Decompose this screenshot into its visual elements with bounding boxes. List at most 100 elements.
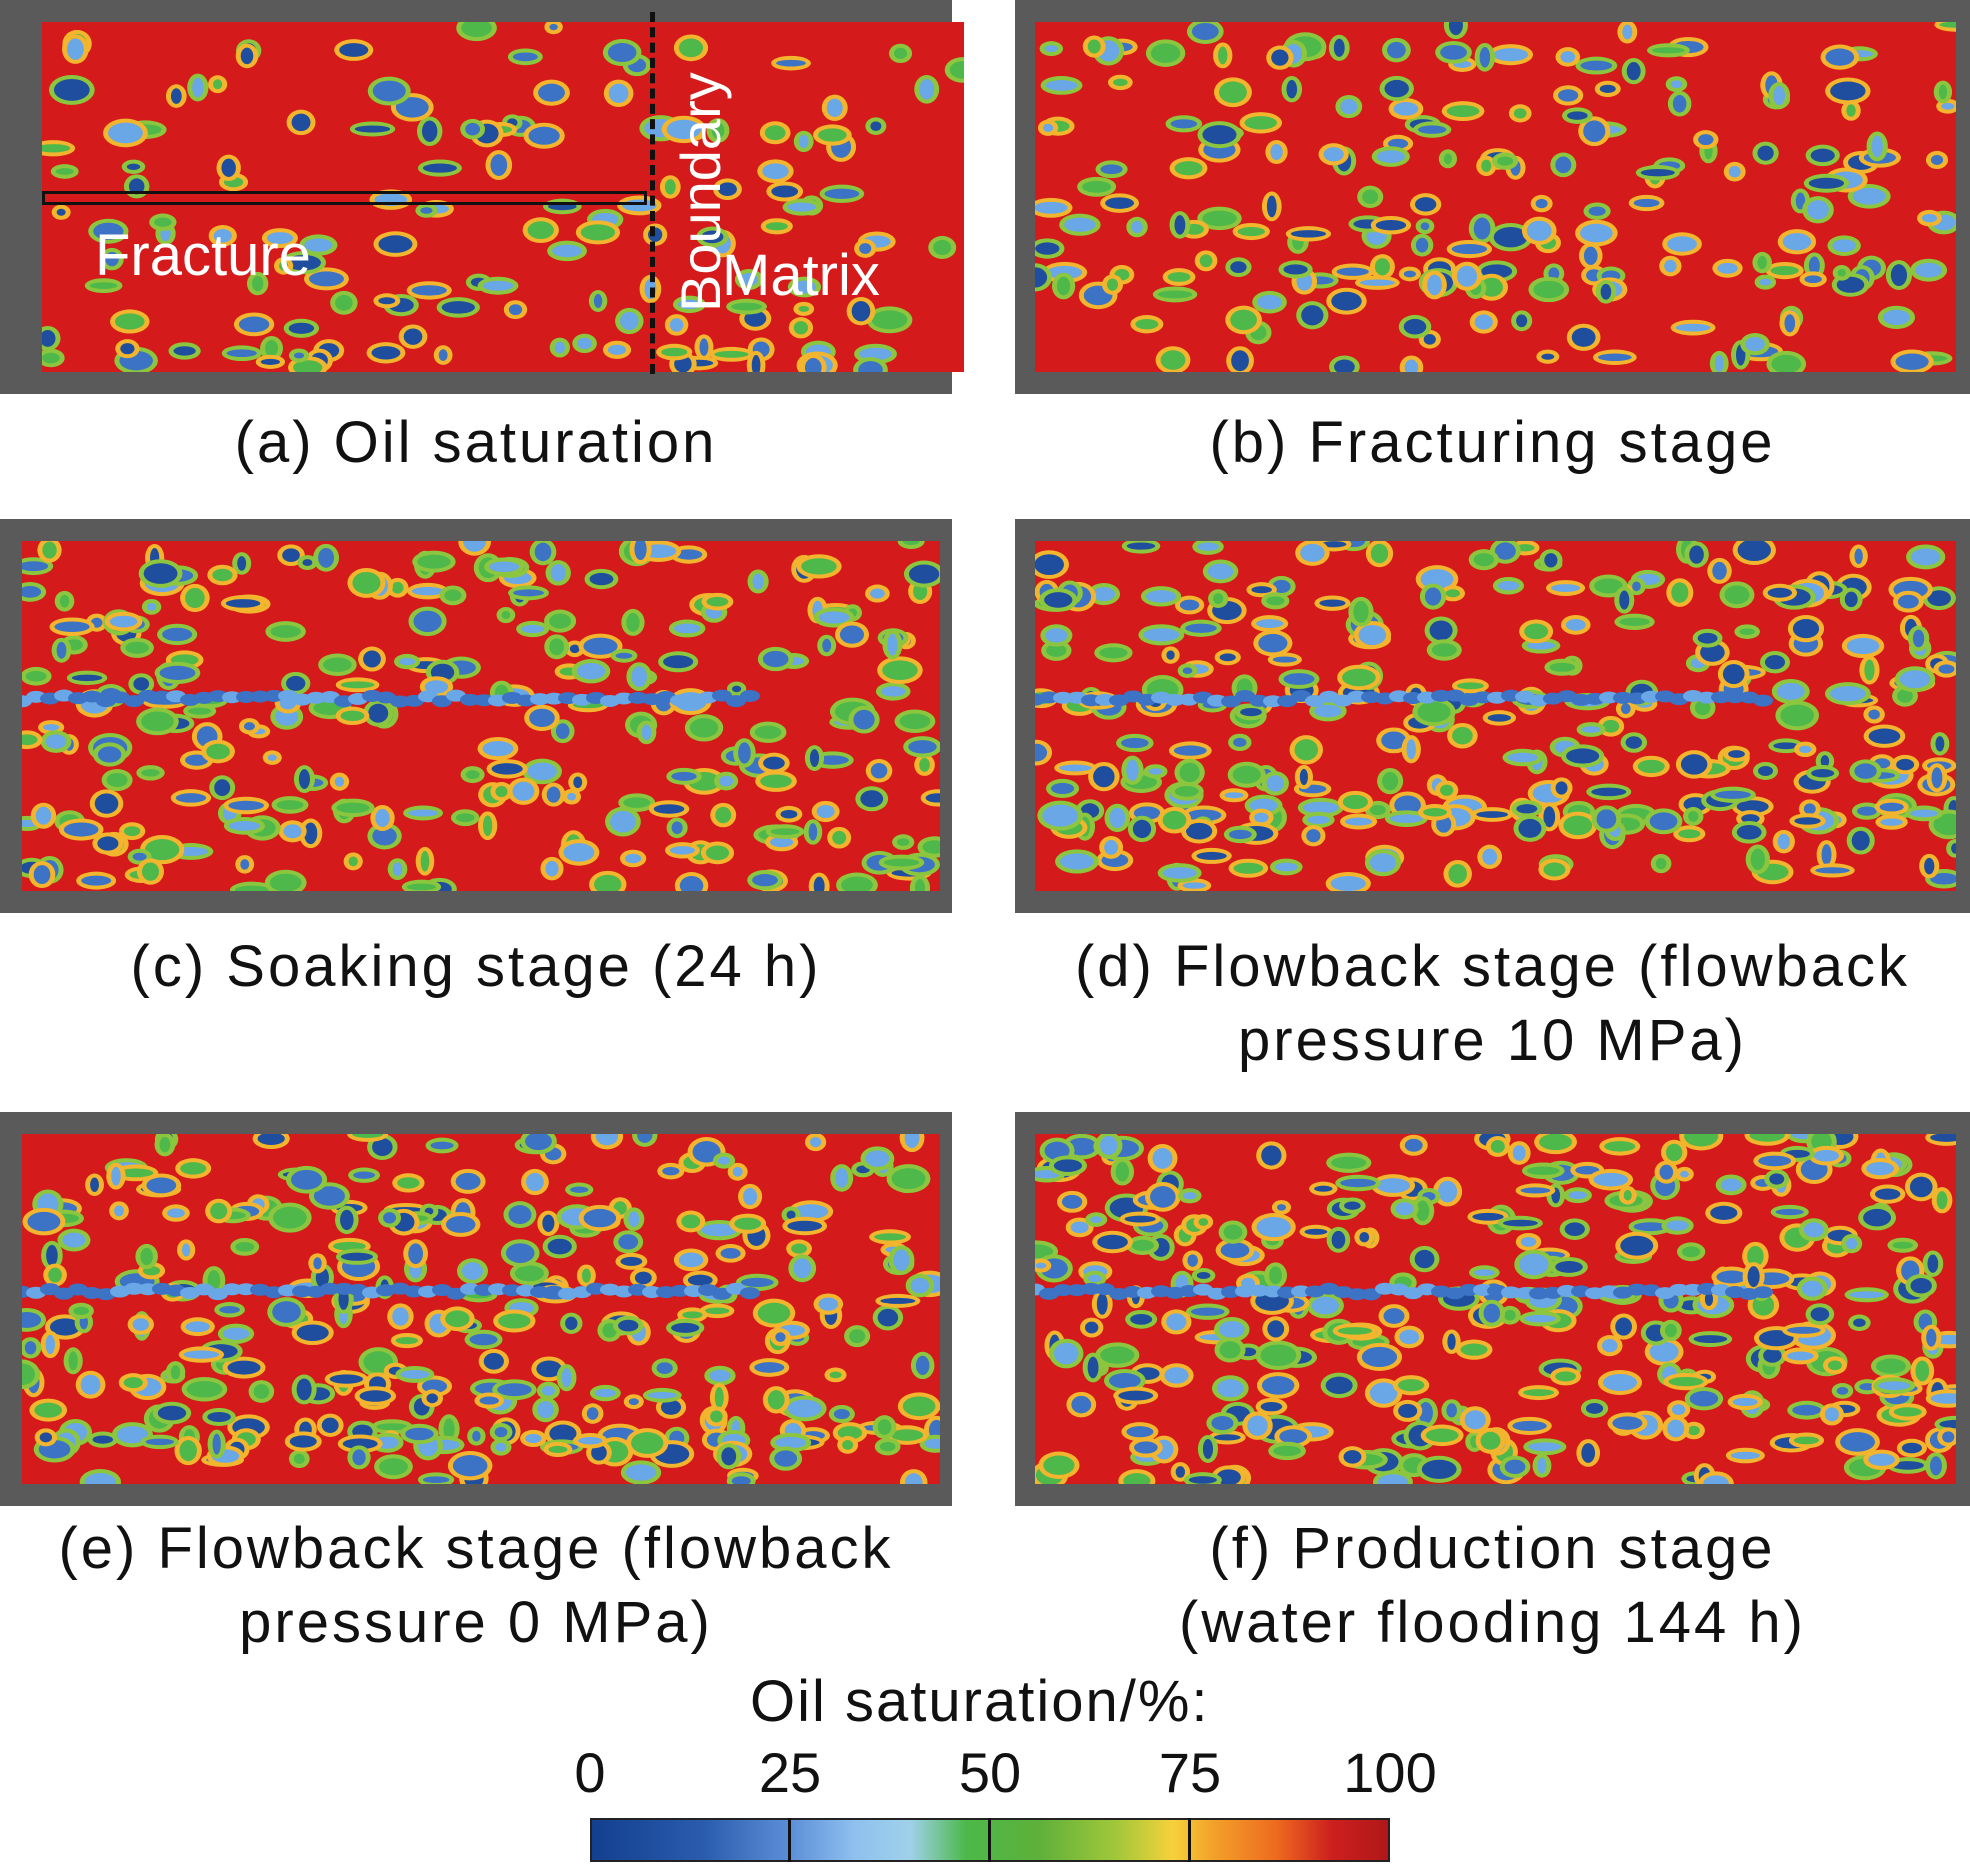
saturation-blob [273, 1206, 307, 1229]
saturation-blob [1283, 264, 1308, 275]
saturation-blob [1035, 743, 1048, 762]
saturation-blob [719, 775, 734, 787]
saturation-blob [84, 1473, 117, 1484]
saturation-blob [754, 725, 782, 739]
saturation-blob [798, 134, 809, 149]
saturation-blob [1739, 628, 1755, 635]
saturation-blob [1910, 809, 1938, 818]
saturation-blob [508, 1205, 532, 1225]
saturation-blob [731, 1476, 751, 1484]
saturation-blob [115, 313, 145, 330]
saturation-blob [1622, 24, 1633, 40]
saturation-blob [1256, 1216, 1291, 1238]
saturation-map-c [22, 541, 940, 891]
saturation-blob [704, 1307, 730, 1315]
saturation-blob [1451, 243, 1488, 255]
saturation-blob [111, 1166, 121, 1186]
saturation-blob [908, 564, 940, 584]
saturation-blob [1476, 811, 1509, 818]
fracture-streak [460, 693, 480, 706]
saturation-blob [1821, 844, 1832, 866]
saturation-blob [1927, 1254, 1939, 1273]
saturation-blob [1196, 1272, 1211, 1280]
saturation-blob [237, 556, 247, 571]
saturation-blob [1555, 1261, 1583, 1273]
saturation-blob [1384, 79, 1409, 98]
saturation-blob [1787, 1326, 1821, 1334]
saturation-blob [527, 762, 557, 781]
saturation-blob [1549, 662, 1576, 672]
saturation-blob [1563, 815, 1593, 836]
panel-f-production-stage [1015, 1112, 1970, 1506]
saturation-blob [545, 860, 559, 877]
saturation-blob [1186, 809, 1222, 822]
saturation-blob [269, 873, 302, 891]
saturation-blob [1840, 1432, 1875, 1452]
saturation-blob [1632, 581, 1641, 592]
saturation-blob [488, 561, 520, 572]
saturation-blob [175, 793, 207, 803]
saturation-blob [1724, 585, 1750, 605]
saturation-blob [593, 294, 603, 308]
saturation-blob [1942, 1431, 1955, 1443]
saturation-blob [257, 1134, 285, 1146]
saturation-blob [1938, 84, 1948, 100]
saturation-blob [1219, 1341, 1241, 1359]
saturation-blob [285, 254, 321, 271]
saturation-blob [340, 681, 375, 689]
saturation-blob [1637, 759, 1665, 774]
fracture-streak [264, 689, 284, 702]
saturation-blob [378, 235, 413, 253]
saturation-blob [1202, 210, 1237, 227]
saturation-blob [1266, 195, 1277, 218]
saturation-blob [80, 1374, 101, 1395]
saturation-blob [775, 1332, 786, 1343]
saturation-blob [578, 1437, 603, 1445]
saturation-blob [624, 853, 642, 864]
saturation-blob [1164, 1367, 1189, 1384]
saturation-blob [1389, 814, 1423, 823]
saturation-blob [1166, 650, 1175, 660]
saturation-blob [1533, 280, 1565, 299]
saturation-blob [1537, 1457, 1547, 1474]
saturation-blob [1060, 853, 1094, 870]
saturation-blob [1307, 815, 1330, 824]
saturation-blob [887, 633, 898, 656]
saturation-blob [793, 1204, 829, 1219]
saturation-blob [56, 641, 67, 659]
saturation-blob [1361, 1346, 1398, 1368]
saturation-blob [1915, 1360, 1930, 1382]
saturation-blob [677, 299, 701, 310]
saturation-blob [786, 1210, 796, 1220]
saturation-blob [1604, 1141, 1636, 1152]
saturation-blob [891, 1168, 926, 1190]
saturation-blob [35, 806, 52, 825]
saturation-blob [787, 1220, 823, 1232]
saturation-blob [608, 83, 629, 104]
saturation-blob [1480, 1431, 1501, 1450]
saturation-blob [570, 1186, 589, 1193]
saturation-blob [289, 1435, 317, 1448]
saturation-blob [1575, 1165, 1600, 1175]
saturation-blob [405, 1427, 434, 1441]
saturation-blob [1256, 619, 1284, 628]
saturation-blob [1930, 873, 1956, 885]
saturation-blob [1665, 1143, 1683, 1162]
saturation-blob [548, 1445, 568, 1454]
fracture-streak [1053, 691, 1073, 704]
saturation-blob [1490, 1140, 1505, 1153]
saturation-blob [798, 305, 810, 312]
saturation-blob [762, 163, 789, 180]
saturation-blob [185, 587, 205, 609]
saturation-blob [1174, 215, 1186, 235]
caption-a: (a) Oil saturation [0, 406, 952, 480]
saturation-blob [1782, 233, 1812, 251]
saturation-blob [536, 1360, 562, 1378]
saturation-blob [1652, 47, 1685, 54]
saturation-blob [1106, 278, 1118, 291]
saturation-blob [1387, 41, 1406, 59]
fracture-streak [1725, 691, 1745, 704]
saturation-blob [260, 358, 281, 365]
saturation-blob [1474, 314, 1493, 330]
saturation-blob [1420, 569, 1454, 590]
